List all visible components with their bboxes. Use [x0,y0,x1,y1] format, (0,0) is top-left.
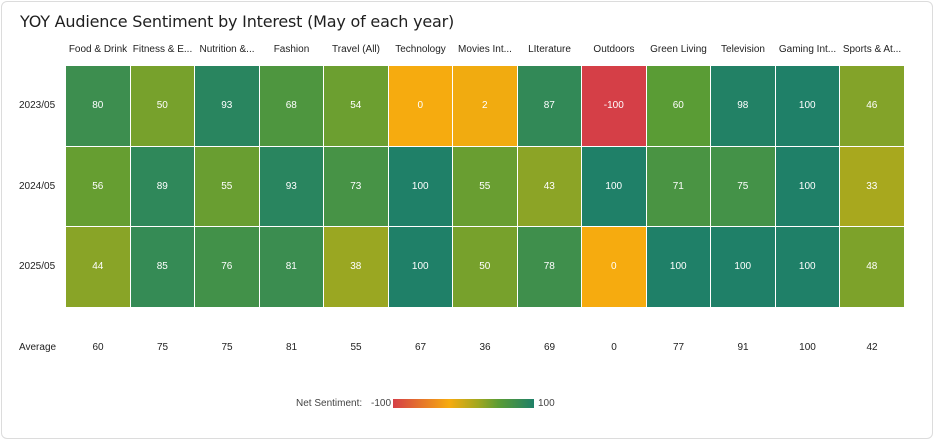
average-value: 0 [611,342,617,353]
heatmap-cell[interactable]: 50 [453,227,518,308]
average-value: 55 [350,342,362,353]
column-header: Food & Drink [68,44,128,55]
heatmap-cell[interactable]: 100 [775,146,840,227]
heatmap-cell[interactable]: 0 [388,66,453,147]
heatmap-cell[interactable]: 100 [646,227,711,308]
heatmap-cell[interactable]: 0 [582,227,647,308]
heatmap-cell[interactable]: 93 [259,146,324,227]
heatmap-cell[interactable]: 89 [130,146,195,227]
legend-gradient-bar [393,399,534,408]
row-label: 2024/05 [19,180,56,192]
heatmap-cell[interactable]: 60 [646,66,711,147]
heatmap-cell[interactable]: -100 [582,66,647,147]
heatmap-cell[interactable]: 100 [388,227,453,308]
legend-max-label: 100 [538,398,555,409]
heatmap-cell[interactable]: 38 [324,227,389,308]
heatmap-cell[interactable]: 93 [195,66,260,147]
heatmap-cell[interactable]: 75 [711,146,776,227]
column-header: Nutrition &... [199,44,255,55]
heatmap-cell[interactable]: 48 [840,227,905,308]
column-header: Technology [395,44,446,55]
heatmap-cell[interactable]: 50 [130,66,195,147]
heatmap-cell[interactable]: 44 [66,227,131,308]
heatmap-cell[interactable]: 100 [775,227,840,308]
legend-title: Net Sentiment: [296,398,363,409]
average-value: 69 [543,342,556,353]
heatmap-cell[interactable]: 46 [840,66,905,147]
heatmap-cell[interactable]: 55 [195,146,260,227]
average-value: 81 [285,342,298,353]
chart-title: YOY Audience Sentiment by Interest (May … [20,12,455,31]
heatmap-cell[interactable]: 71 [646,146,711,227]
column-header: Green Living [650,44,707,55]
heatmap-cell[interactable]: 100 [388,146,453,227]
column-header: Fashion [273,44,310,55]
column-header: Television [721,44,765,55]
heatmap-cell[interactable]: 100 [775,66,840,147]
average-value: 75 [221,342,233,353]
heatmap-cell[interactable]: 33 [840,146,905,227]
heatmap-cell[interactable]: 85 [130,227,195,308]
column-header: Fitness & E... [132,44,193,55]
heatmap-cell[interactable]: 76 [195,227,260,308]
average-value: 60 [92,342,104,353]
heatmap-cell[interactable]: 55 [453,146,518,227]
average-value: 100 [799,342,816,353]
heatmap-cell[interactable]: 73 [324,146,389,227]
average-value: 77 [672,342,685,353]
column-header: LIterature [528,44,571,55]
heatmap-cell[interactable]: 87 [517,66,582,147]
row-label: 2023/05 [19,100,56,112]
color-legend: Net Sentiment: -100 100 [0,396,936,412]
column-header: Movies Int... [458,44,512,55]
average-value: 36 [479,342,491,353]
heatmap-cell[interactable]: 43 [517,146,582,227]
heatmap-cell[interactable]: 100 [582,146,647,227]
heatmap-cell[interactable]: 56 [66,146,131,227]
heatmap-cell[interactable]: 54 [324,66,389,147]
average-label: Average [19,342,57,353]
average-value: 91 [737,342,749,353]
column-header: Outdoors [593,44,635,55]
heatmap-cell[interactable]: 78 [517,227,582,308]
heatmap-cell[interactable]: 68 [259,66,324,147]
average-value: 67 [414,342,427,353]
average-value: 75 [156,342,169,353]
column-header: Gaming Int... [778,44,837,55]
row-label: 2025/05 [19,261,56,273]
column-header: Travel (All) [332,44,380,55]
legend-min-label: -100 [371,398,392,409]
heatmap-cell[interactable]: 2 [453,66,518,147]
heatmap-cell[interactable]: 100 [711,227,776,308]
average-value: 42 [866,342,878,353]
heatmap-cell[interactable]: 81 [259,227,324,308]
heatmap-cell[interactable]: 80 [66,66,131,147]
column-header: Sports & At... [842,44,902,55]
heatmap-cell[interactable]: 98 [711,66,776,147]
